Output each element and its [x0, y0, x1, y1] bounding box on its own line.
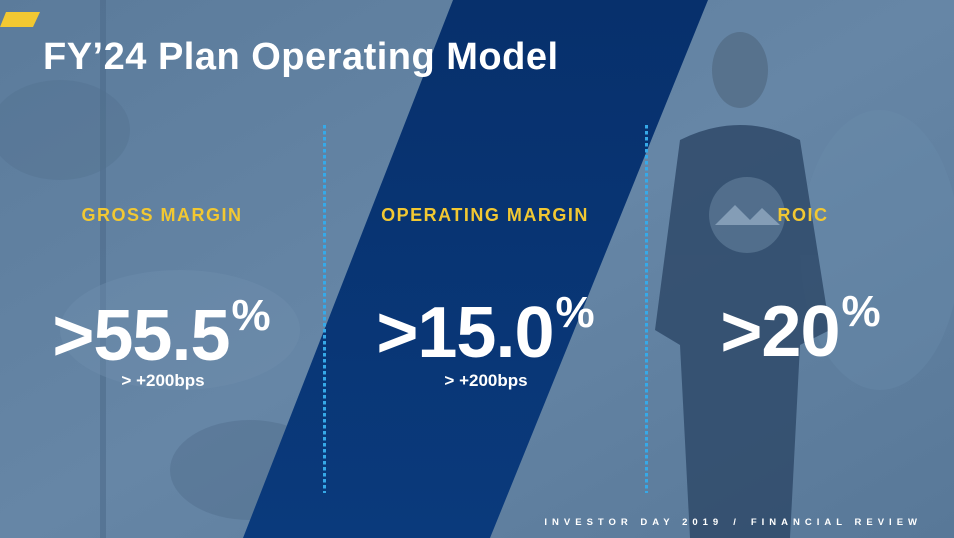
- page-title: FY’24 Plan Operating Model: [43, 36, 559, 78]
- metric-value: >55.5%: [52, 291, 270, 376]
- metric-label: ROIC: [777, 205, 829, 225]
- metric-value: >15.0%: [376, 288, 594, 373]
- metric-value: >20%: [720, 287, 880, 372]
- footer-section: FINANCIAL REVIEW: [750, 517, 922, 528]
- footer: INVESTOR DAY 2019 / FINANCIAL REVIEW: [544, 517, 922, 528]
- yellow-accent-shape: [0, 12, 40, 27]
- blue-band: [243, 0, 708, 538]
- footer-separator: /: [733, 517, 741, 528]
- divider-right: [645, 125, 648, 493]
- metric-label: GROSS MARGIN: [81, 205, 243, 225]
- metric-sub: > +200bps: [121, 371, 205, 390]
- person-photo: [655, 32, 830, 538]
- divider-left: [323, 125, 326, 493]
- metric-sub: > +200bps: [444, 371, 528, 390]
- footer-event: INVESTOR DAY 2019: [544, 517, 724, 528]
- metric-label: OPERATING MARGIN: [381, 205, 589, 225]
